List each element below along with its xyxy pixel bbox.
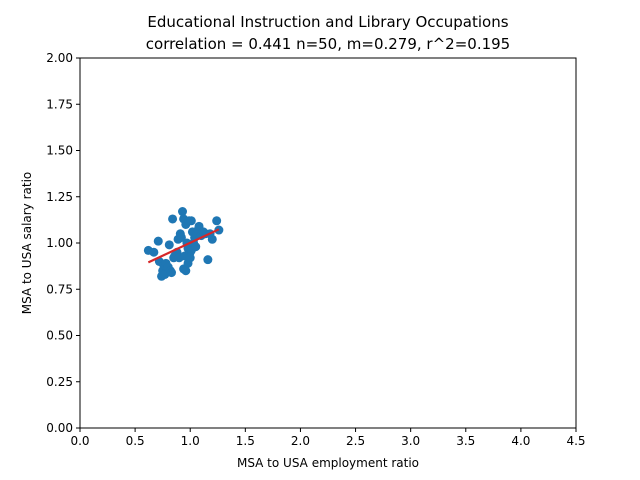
x-tick-label: 3.5 — [456, 434, 475, 448]
x-tick-label: 4.5 — [566, 434, 585, 448]
x-axis-label: MSA to USA employment ratio — [237, 456, 419, 470]
data-point — [203, 255, 213, 265]
y-tick-label: 0.50 — [46, 329, 73, 343]
y-tick-label: 1.25 — [46, 190, 73, 204]
data-point — [149, 247, 159, 257]
x-tick-label: 2.0 — [291, 434, 310, 448]
y-tick-label: 1.50 — [46, 144, 73, 158]
y-tick-label: 0.75 — [46, 282, 73, 296]
chart-subtitle: correlation = 0.441 n=50, m=0.279, r^2=0… — [146, 35, 510, 53]
data-point — [178, 207, 188, 217]
plot-area — [143, 207, 224, 281]
y-tick-label: 0.00 — [46, 421, 73, 435]
x-tick-label: 0.0 — [70, 434, 89, 448]
data-point — [176, 232, 186, 242]
data-point — [207, 234, 217, 244]
y-tick-label: 0.25 — [46, 375, 73, 389]
x-axis: 0.0 0.5 1.0 1.5 2.0 2.5 3.0 3.5 4.0 4.5 — [70, 428, 586, 448]
y-axis: 0.00 0.25 0.50 0.75 1.00 1.25 1.50 1.75 2.00 — [46, 51, 80, 435]
y-tick-label: 2.00 — [46, 51, 73, 65]
y-axis-label: MSA to USA salary ratio — [20, 172, 34, 315]
data-point — [191, 242, 201, 252]
x-tick-label: 0.5 — [126, 434, 145, 448]
y-tick-label: 1.00 — [46, 236, 73, 250]
y-tick-label: 1.75 — [46, 97, 73, 111]
data-point — [185, 253, 195, 263]
x-tick-label: 3.0 — [401, 434, 420, 448]
data-point — [212, 216, 222, 226]
x-tick-label: 4.0 — [511, 434, 530, 448]
data-point — [164, 240, 174, 250]
data-point — [168, 214, 178, 224]
regression-line — [147, 228, 220, 264]
data-point — [186, 216, 196, 226]
plot-frame — [79, 57, 577, 429]
data-point — [153, 236, 163, 246]
data-point — [166, 268, 176, 278]
x-tick-label: 1.0 — [181, 434, 200, 448]
x-tick-label: 2.5 — [346, 434, 365, 448]
chart-title: Educational Instruction and Library Occu… — [147, 13, 508, 31]
x-tick-label: 1.5 — [236, 434, 255, 448]
data-point — [181, 266, 191, 276]
